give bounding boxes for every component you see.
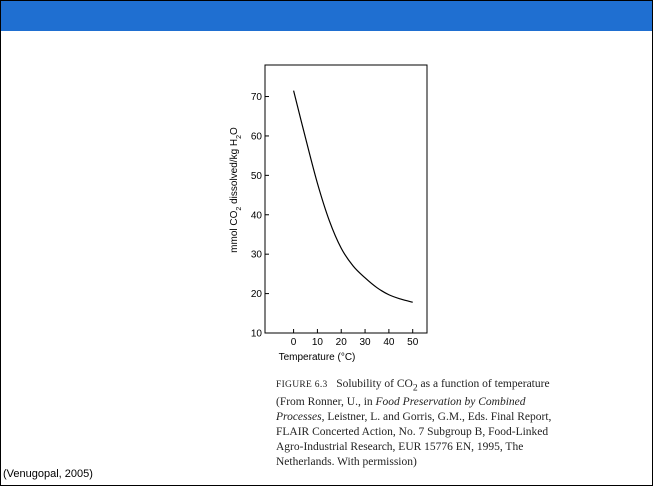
x-tick-label: 40: [383, 337, 395, 348]
x-axis-label: Temperature (°C): [279, 352, 356, 363]
caption-text-3: , Leistner, L. and Gorris, G.M., Eds. Fi…: [276, 411, 552, 469]
y-tick-label: 70: [251, 92, 263, 103]
x-tick-label: 20: [336, 337, 348, 348]
header-bar: [1, 1, 652, 31]
chart-axes: [264, 64, 428, 334]
source-citation: (Venugopal, 2005): [3, 468, 93, 480]
chart: 0 10 20 30 40 50 10 20 30 40 50 60 70 Temperature (°…: [229, 64, 428, 363]
y-tick-label: 10: [251, 329, 263, 340]
caption-text-1: Solubility of CO: [336, 378, 413, 390]
caption-italic: Food Preservation by Combined Processes: [276, 396, 526, 424]
y-tick-label: 60: [251, 131, 263, 142]
y-tick-label: 30: [251, 250, 263, 261]
x-tick-label: 50: [407, 337, 419, 348]
y-tick-label: 20: [251, 289, 263, 300]
y-axis-label: mmol CO2 dissolved/kg H2O: [229, 127, 243, 253]
y-tick-label: 50: [251, 171, 263, 182]
x-tick-label: 30: [359, 337, 371, 348]
caption-label: FIGURE 6.3: [276, 380, 328, 390]
x-tick-label: 0: [291, 337, 297, 348]
x-tick-label: 10: [312, 337, 324, 348]
caption-sub-1: 2: [412, 382, 418, 394]
chart-ticks: 0 10 20 30 40 50 10 20 30 40 50 60 70: [251, 92, 419, 348]
y-tick-label: 40: [251, 210, 263, 221]
caption-text-2: as a function of temperature (From Ronne…: [276, 378, 550, 409]
series-line: [293, 90, 413, 303]
figure-caption: FIGURE 6.3 Solubility of CO2 as a functi…: [276, 377, 566, 470]
plot-frame: [264, 64, 428, 334]
